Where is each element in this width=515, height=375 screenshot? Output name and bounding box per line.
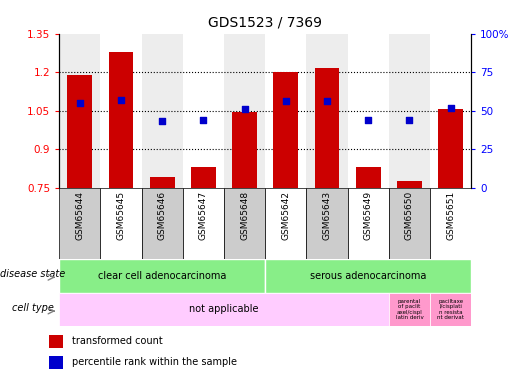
Bar	[59, 292, 389, 326]
Bar	[265, 188, 306, 259]
Text: not applicable: not applicable	[190, 304, 259, 314]
Text: GSM65648: GSM65648	[240, 191, 249, 240]
Text: GSM65649: GSM65649	[364, 191, 373, 240]
Bar	[389, 188, 430, 259]
Bar	[100, 188, 142, 259]
Point	[117, 97, 125, 103]
Bar	[389, 292, 430, 326]
Text: percentile rank within the sample: percentile rank within the sample	[72, 357, 237, 368]
Text: transformed count: transformed count	[72, 336, 163, 346]
Bar	[306, 188, 348, 259]
Bar	[100, 34, 142, 188]
Title: GDS1523 / 7369: GDS1523 / 7369	[208, 16, 322, 30]
Bar	[49, 334, 63, 348]
Text: clear cell adenocarcinoma: clear cell adenocarcinoma	[98, 271, 227, 280]
Bar	[438, 110, 463, 188]
Bar	[430, 292, 471, 326]
Text: parental
of paclit
axel/cispl
latin deriv: parental of paclit axel/cispl latin deri…	[396, 299, 423, 320]
Text: cell type: cell type	[12, 303, 54, 313]
Bar	[142, 188, 183, 259]
Point	[447, 105, 455, 111]
Bar	[67, 75, 92, 188]
Bar	[232, 112, 257, 188]
Point	[405, 117, 414, 123]
Text: GSM65651: GSM65651	[446, 191, 455, 240]
Point	[241, 106, 249, 112]
Bar	[389, 34, 430, 188]
Bar	[306, 34, 348, 188]
Point	[282, 98, 290, 104]
Bar	[183, 34, 224, 188]
Bar	[109, 52, 133, 188]
Bar	[224, 188, 265, 259]
Bar	[59, 34, 100, 188]
Bar	[59, 259, 265, 292]
Text: paciltaxe
l/cisplati
n resista
nt derivat: paciltaxe l/cisplati n resista nt deriva…	[437, 299, 464, 320]
Text: disease state: disease state	[0, 269, 65, 279]
Text: GSM65642: GSM65642	[281, 191, 290, 240]
Bar	[183, 188, 224, 259]
Text: serous adenocarcinoma: serous adenocarcinoma	[310, 271, 426, 280]
Bar	[191, 167, 216, 188]
Bar	[348, 188, 389, 259]
Text: GSM65646: GSM65646	[158, 191, 167, 240]
Bar	[265, 259, 471, 292]
Text: GSM65644: GSM65644	[75, 191, 84, 240]
Point	[199, 117, 208, 123]
Bar	[150, 177, 175, 188]
Bar	[430, 34, 471, 188]
Bar	[356, 167, 381, 188]
Bar	[397, 181, 422, 188]
Text: GSM65650: GSM65650	[405, 191, 414, 240]
Bar	[49, 356, 63, 369]
Text: GSM65647: GSM65647	[199, 191, 208, 240]
Text: GSM65645: GSM65645	[116, 191, 126, 240]
Bar	[142, 34, 183, 188]
Bar	[224, 34, 265, 188]
Bar	[315, 68, 339, 188]
Point	[76, 100, 84, 106]
Bar	[273, 72, 298, 188]
Point	[364, 117, 372, 123]
Bar	[348, 34, 389, 188]
Text: GSM65643: GSM65643	[322, 191, 332, 240]
Bar	[59, 188, 100, 259]
Bar	[430, 188, 471, 259]
Point	[323, 98, 331, 104]
Bar	[265, 34, 306, 188]
Point	[158, 118, 166, 124]
